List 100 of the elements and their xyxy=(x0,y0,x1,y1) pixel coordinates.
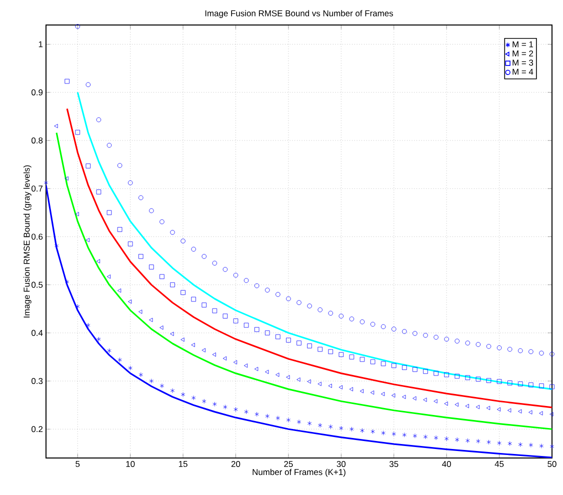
point xyxy=(454,374,460,379)
point xyxy=(528,442,534,448)
point xyxy=(338,352,344,357)
point xyxy=(264,370,269,374)
point xyxy=(518,382,523,386)
y-tick-label: 0.7 xyxy=(32,186,43,192)
point xyxy=(212,352,216,357)
point xyxy=(149,264,154,270)
point xyxy=(276,292,280,297)
y-tick-label: 0.6 xyxy=(32,234,43,240)
point xyxy=(497,440,502,446)
point xyxy=(180,338,184,342)
point xyxy=(170,388,175,394)
point xyxy=(412,433,418,438)
point xyxy=(296,420,302,424)
point xyxy=(149,208,154,214)
point xyxy=(360,356,365,362)
point xyxy=(244,364,248,368)
point xyxy=(528,382,534,388)
point xyxy=(75,130,80,135)
point xyxy=(423,332,428,338)
point xyxy=(465,340,470,346)
point xyxy=(434,370,438,376)
point xyxy=(212,260,218,266)
point xyxy=(106,274,111,279)
point xyxy=(349,316,354,322)
point xyxy=(518,409,522,414)
point xyxy=(264,330,270,336)
point xyxy=(380,361,386,366)
point xyxy=(180,290,186,295)
point xyxy=(138,372,143,378)
point xyxy=(170,282,175,288)
point xyxy=(550,384,554,390)
point xyxy=(496,379,502,384)
y-tick-label: 0.8 xyxy=(32,137,43,144)
point xyxy=(528,349,534,354)
point xyxy=(75,212,79,216)
y-axis-title: Image Fusion RMSE Bound (gray levels) xyxy=(23,165,32,318)
point xyxy=(370,322,376,327)
y-tick-label: 0.5 xyxy=(32,282,43,288)
y-tick-label: 0.9 xyxy=(32,89,43,96)
point xyxy=(349,387,354,392)
point xyxy=(455,437,460,442)
point xyxy=(222,356,227,361)
point xyxy=(296,300,302,305)
point xyxy=(423,398,427,402)
point xyxy=(233,272,238,278)
point xyxy=(160,274,164,280)
point xyxy=(412,331,418,336)
point xyxy=(44,180,48,186)
point xyxy=(360,389,364,394)
point xyxy=(550,412,554,416)
point xyxy=(444,436,449,442)
point xyxy=(276,334,280,340)
point xyxy=(350,426,354,432)
point xyxy=(539,383,544,388)
legend-label: M = 1 xyxy=(512,41,534,48)
line-series xyxy=(56,132,552,430)
y-tick-label: 1 xyxy=(38,41,43,48)
point xyxy=(486,344,492,349)
point xyxy=(339,426,344,431)
point xyxy=(244,278,249,283)
point xyxy=(170,332,174,336)
point xyxy=(444,402,448,406)
point xyxy=(264,288,270,292)
point xyxy=(328,384,332,388)
point xyxy=(391,326,396,332)
x-tick-label: 40 xyxy=(442,461,451,468)
point xyxy=(454,338,460,344)
point xyxy=(117,163,122,168)
point xyxy=(96,259,100,264)
point xyxy=(276,372,280,377)
point xyxy=(265,414,270,419)
point xyxy=(507,408,512,412)
point xyxy=(202,254,207,259)
point xyxy=(222,267,228,272)
point xyxy=(286,375,290,380)
point xyxy=(106,210,112,216)
x-tick-label: 5 xyxy=(76,461,80,467)
point xyxy=(412,367,418,372)
point xyxy=(244,322,249,328)
point xyxy=(233,318,238,324)
point xyxy=(338,314,344,318)
point xyxy=(118,357,122,362)
y-tick-label: 0.4 xyxy=(32,330,43,336)
point xyxy=(486,406,490,410)
point xyxy=(170,230,175,235)
point xyxy=(96,336,101,342)
point xyxy=(380,324,386,330)
point xyxy=(412,396,416,400)
point xyxy=(454,402,458,407)
point xyxy=(380,392,385,396)
point xyxy=(296,377,300,382)
point xyxy=(86,82,91,88)
point xyxy=(370,429,375,434)
point xyxy=(318,346,322,352)
point xyxy=(423,369,428,374)
point xyxy=(434,399,438,404)
point xyxy=(191,296,196,302)
legend-label: M = 3 xyxy=(512,60,534,66)
